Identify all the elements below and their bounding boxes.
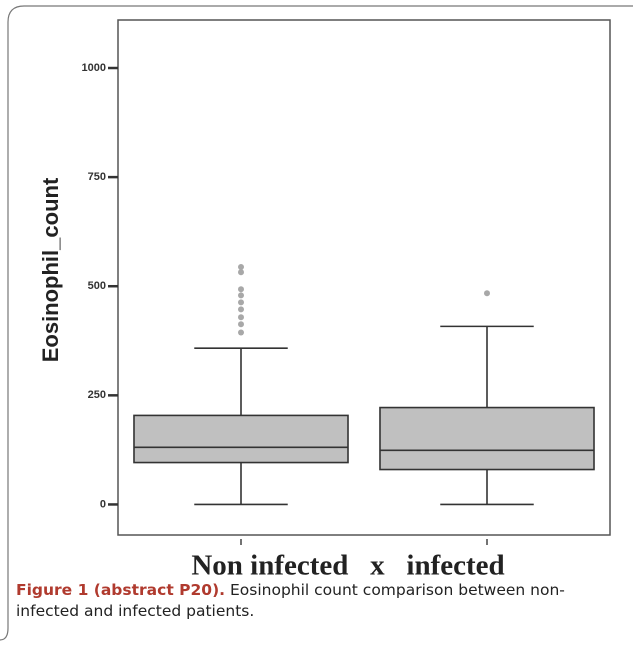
frame: [0, 5, 633, 641]
plot-area: [117, 19, 611, 536]
y-tick-label: 500: [88, 280, 106, 292]
outlier: [238, 306, 244, 313]
outlier: [238, 286, 244, 293]
outlier: [238, 314, 244, 321]
box: [379, 406, 595, 471]
outlier: [238, 292, 244, 299]
y-axis-label: Eosinophil_count: [38, 177, 63, 362]
caption-label: Figure 1 (abstract P20).: [16, 581, 226, 599]
outlier: [238, 264, 244, 271]
y-tick-label: 250: [88, 389, 106, 401]
y-tick-label: 750: [88, 171, 106, 183]
y-tick-label: 1000: [82, 62, 106, 74]
outlier: [238, 321, 244, 328]
outlier: [238, 329, 244, 336]
y-tick-label: 0: [100, 498, 106, 510]
caption-text: Eosinophil count comparison between non-…: [16, 581, 565, 620]
outlier: [484, 290, 490, 297]
x-axis-label: Non infected x infected: [191, 550, 504, 582]
outlier: [238, 269, 244, 276]
box: [133, 414, 349, 464]
outlier: [238, 299, 244, 306]
caption: Figure 1 (abstract P20). Eosinophil coun…: [16, 580, 616, 622]
